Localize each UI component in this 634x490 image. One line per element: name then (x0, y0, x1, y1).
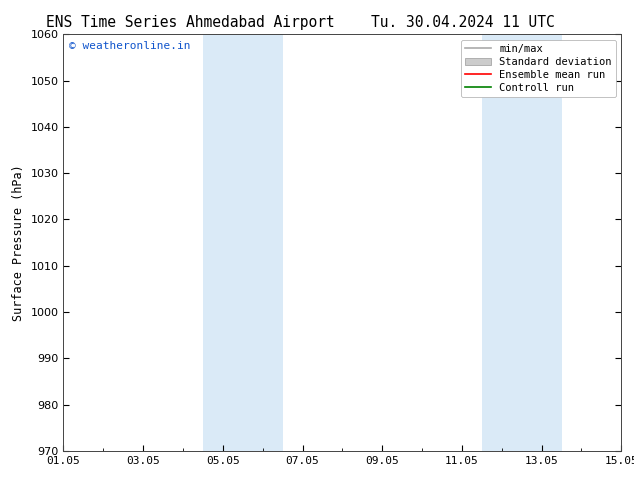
Legend: min/max, Standard deviation, Ensemble mean run, Controll run: min/max, Standard deviation, Ensemble me… (461, 40, 616, 97)
Bar (482, 34, 562, 451)
Text: ENS Time Series Ahmedabad Airport: ENS Time Series Ahmedabad Airport (46, 15, 335, 30)
Y-axis label: Surface Pressure (hPa): Surface Pressure (hPa) (12, 164, 25, 321)
Text: © weatheronline.in: © weatheronline.in (69, 41, 190, 50)
Bar (203, 34, 283, 451)
Text: Tu. 30.04.2024 11 UTC: Tu. 30.04.2024 11 UTC (371, 15, 555, 30)
